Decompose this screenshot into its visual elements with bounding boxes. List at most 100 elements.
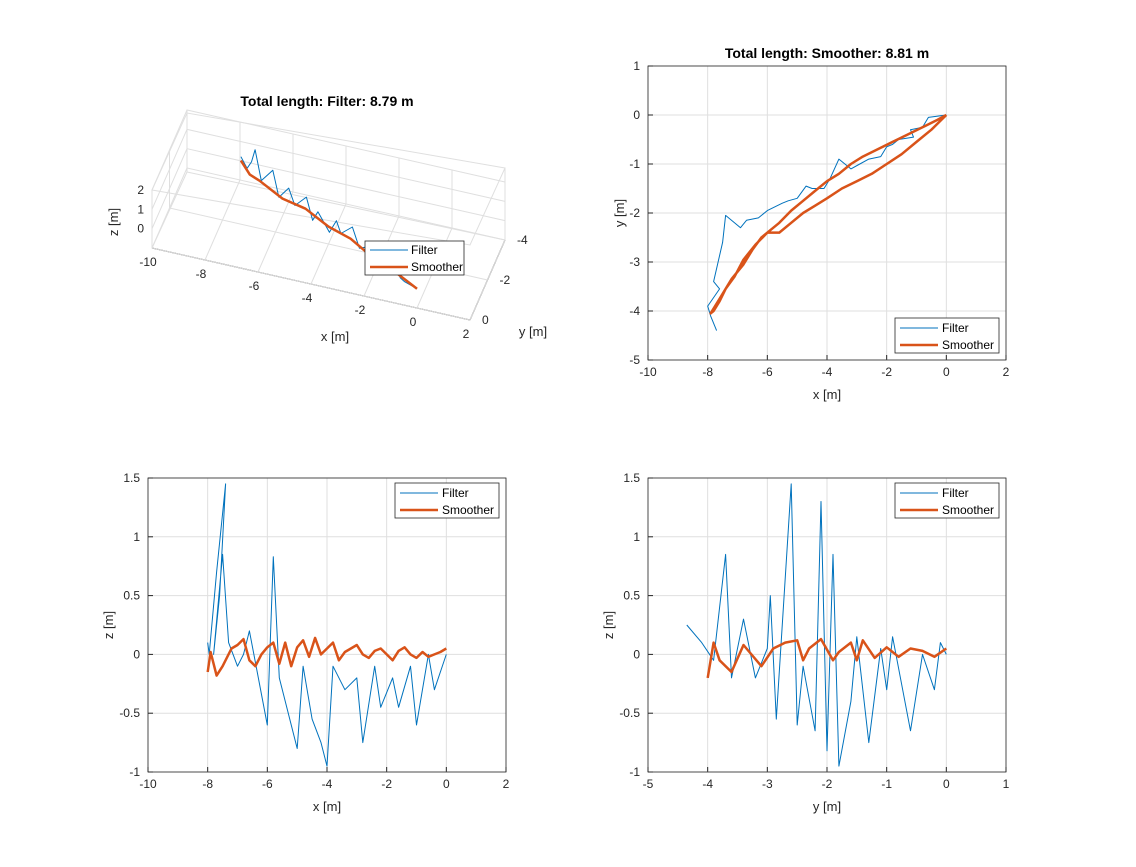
x-tick-label: -10 (139, 255, 157, 269)
y-tick-label: 0.5 (123, 589, 140, 603)
smoother-series-line (706, 637, 948, 679)
x-tick-label: -2 (881, 365, 892, 379)
plot-xy-panel: Total length: Smoother: 8.81 m -10 -8 -6 -4… (612, 45, 1010, 402)
z-gridline (151, 148, 506, 229)
legend-smoother-label: Smoother (411, 260, 463, 274)
x-tick-label: -8 (196, 267, 207, 281)
legend-filter-label: Filter (442, 486, 469, 500)
plot-xz-ylabel: z [m] (101, 611, 116, 639)
legend-box (894, 482, 1000, 519)
z-tick-label: 0 (137, 222, 144, 236)
x-tick-label: -6 (762, 365, 773, 379)
z-gridline (151, 128, 506, 210)
legend-smoother-label: Smoother (442, 503, 494, 517)
y-tick-label: -1 (629, 157, 640, 171)
y-tick-label: 0 (482, 313, 489, 327)
smoother-series-line (709, 113, 948, 315)
z-tick-label: 1 (137, 202, 144, 216)
x-tick-label: -2 (822, 777, 833, 791)
x-tick-label: -8 (202, 777, 213, 791)
plot-yz-axes: -5 -4 -3 -2 -1 0 1 -1 -0.5 0 0.5 1 1.5 (619, 471, 1009, 791)
x-tick-label: -4 (702, 777, 713, 791)
y-tick-label: 1.5 (623, 471, 640, 485)
y-tick-label: 0 (633, 647, 640, 661)
plot-3d-zlabel: z [m] (106, 208, 121, 236)
plot-xz-xlabel: x [m] (313, 799, 341, 814)
x-tick-label: -5 (643, 777, 654, 791)
plot-yz-legend[interactable]: Filter Smoother (894, 482, 1000, 519)
z-gridline (151, 109, 506, 191)
y-tick-label: 1.5 (123, 471, 140, 485)
x-tick-label: -3 (762, 777, 773, 791)
filter-series-line (686, 483, 947, 767)
legend-filter-label: Filter (942, 321, 969, 335)
plot-xy-legend[interactable]: Filter Smoother (894, 317, 1000, 354)
legend-smoother-label: Smoother (942, 338, 994, 352)
y-tick-label: 0 (633, 108, 640, 122)
y-tick-label: -2 (500, 273, 511, 287)
x-tick-label: -1 (881, 777, 892, 791)
y-tick-label: -1 (129, 765, 140, 779)
x-tick-label: 2 (1003, 365, 1010, 379)
plot-yz-xlabel: y [m] (813, 799, 841, 814)
y-tick-label: -1 (629, 765, 640, 779)
x-tick-label: -4 (822, 365, 833, 379)
plot-xy-title: Total length: Smoother: 8.81 m (725, 45, 929, 61)
smoother-series-line (206, 636, 447, 677)
x-tick-label: 0 (410, 315, 417, 329)
axes-frame (647, 65, 1007, 361)
x-tick-label: 2 (463, 327, 470, 341)
plot-3d-ylabel: y [m] (519, 324, 547, 339)
x-tick-label: -4 (302, 291, 313, 305)
x-tick-label: -6 (249, 279, 260, 293)
legend-smoother-label: Smoother (942, 503, 994, 517)
z-tick-label: 2 (137, 183, 144, 197)
x-tick-label: -8 (702, 365, 713, 379)
plot-3d-gridlines (151, 109, 506, 321)
y-tick-label: 0 (133, 647, 140, 661)
plot-yz-panel: -5 -4 -3 -2 -1 0 1 -1 -0.5 0 0.5 1 1.5 y [m] z [m] F… (601, 471, 1010, 814)
plot-3d-title: Total length: Filter: 8.79 m (240, 93, 413, 109)
filter-series-line (207, 483, 447, 767)
y-tick-label: -5 (629, 353, 640, 367)
plot-3d-xlabel: x [m] (321, 329, 349, 344)
plot-xz-axes: -10 -8 -6 -4 -2 0 2 -1 -0.5 0 0.5 1 1.5 (119, 471, 509, 791)
x-tick-label: 0 (943, 777, 950, 791)
legend-box (394, 482, 500, 519)
y-tick-label: -2 (629, 206, 640, 220)
x-tick-label: 0 (443, 777, 450, 791)
y-tick-label: 1 (633, 59, 640, 73)
legend-filter-label: Filter (942, 486, 969, 500)
y-tick-label: -3 (629, 255, 640, 269)
plot-xz-legend[interactable]: Filter Smoother (394, 482, 500, 519)
x-tick-label: -2 (381, 777, 392, 791)
axes-frame (647, 477, 1007, 773)
plot-xy-axes: -10 -8 -6 -4 -2 0 2-5-4-3-2-101 (629, 59, 1009, 379)
plot-3d-panel: Total length: Filter: 8.79 m -10 -8 -6 -4 -2… (106, 93, 547, 344)
plot-xy-ylabel: y [m] (612, 199, 627, 227)
y-tick-label: -4 (517, 233, 528, 247)
y-tick-label: -0.5 (119, 706, 140, 720)
x-tick-label: 1 (1003, 777, 1010, 791)
x-tick-label: -10 (139, 777, 157, 791)
plot-3d-legend[interactable]: Filter Smoother (364, 240, 465, 276)
y-tick-label: -0.5 (619, 706, 640, 720)
x-tick-label: -10 (639, 365, 657, 379)
legend-box (364, 240, 465, 276)
plot-yz-ylabel: z [m] (601, 611, 616, 639)
legend-box (894, 317, 1000, 354)
legend-filter-label: Filter (411, 243, 438, 257)
x-gridline (469, 182, 506, 321)
y-tick-label: 1 (133, 530, 140, 544)
x-tick-label: 2 (503, 777, 510, 791)
x-tick-label: -4 (322, 777, 333, 791)
plot-xy-xlabel: x [m] (813, 387, 841, 402)
x-gridline (257, 134, 294, 273)
x-gridline (204, 122, 241, 261)
x-tick-label: -6 (262, 777, 273, 791)
plot-xz-panel: -10 -8 -6 -4 -2 0 2-1-0.500.511.5 x [m] z [m] … (101, 471, 510, 814)
y-tick-label: -4 (629, 304, 640, 318)
x-tick-label: -2 (355, 303, 366, 317)
